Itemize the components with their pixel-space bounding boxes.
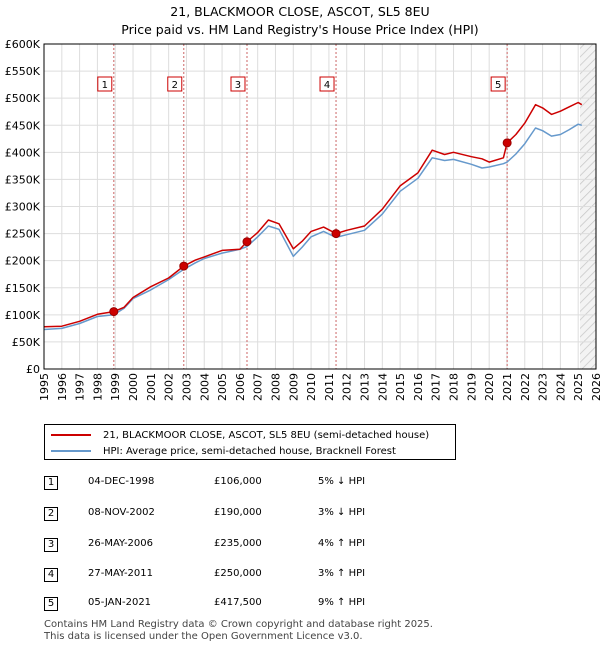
transaction-price: £235,000: [214, 538, 262, 549]
sale-point: [502, 138, 512, 148]
transaction-number-badge: 2: [44, 507, 58, 521]
sale-marker-label: 3: [235, 80, 241, 91]
transaction-number-badge: 5: [44, 597, 58, 611]
legend-swatch-hpi: [51, 450, 91, 452]
y-tick-label: £500K: [5, 92, 41, 105]
x-tick-label: 2011: [323, 373, 336, 401]
y-tick-label: £100K: [5, 309, 41, 322]
transaction-date: 27-MAY-2011: [88, 568, 154, 579]
x-tick-label: 2007: [252, 373, 265, 401]
transaction-price: £417,500: [214, 597, 262, 608]
plot-frame: [43, 43, 597, 370]
y-tick-label: £150K: [5, 282, 41, 295]
x-tick-label: 1999: [109, 373, 122, 401]
x-tick-label: 2023: [537, 373, 550, 401]
license-notice: This data is licensed under the Open Gov…: [44, 631, 363, 642]
x-tick-label: 2019: [465, 373, 478, 401]
sale-point: [242, 237, 252, 247]
x-tick-label: 2001: [145, 373, 158, 401]
legend-swatch-property: [51, 434, 91, 436]
y-tick-label: £0: [26, 363, 40, 376]
x-tick-label: 2016: [412, 373, 425, 401]
transaction-hpi-diff: 3% ↓ HPI: [318, 507, 366, 518]
x-tick-label: 2015: [394, 373, 407, 401]
y-tick-label: £450K: [5, 119, 41, 132]
table-row: 5 05-JAN-2021 £417,500 9% ↑ HPI: [0, 597, 600, 613]
x-tick-label: 2004: [198, 373, 211, 401]
x-tick-label: 2000: [127, 373, 140, 401]
copyright-notice: Contains HM Land Registry data © Crown c…: [44, 619, 433, 630]
x-tick-label: 2010: [305, 373, 318, 401]
y-tick-label: £250K: [5, 228, 41, 241]
transaction-date: 04-DEC-1998: [88, 476, 155, 487]
y-tick-label: £200K: [5, 255, 41, 268]
x-tick-label: 2025: [572, 373, 585, 401]
sale-marker-box: [319, 76, 335, 92]
x-tick-label: 2020: [483, 373, 496, 401]
transaction-date: 05-JAN-2021: [88, 597, 152, 608]
x-tick-label: 2012: [341, 373, 354, 401]
y-tick-label: £400K: [5, 146, 41, 159]
x-tick-label: 2018: [448, 373, 461, 401]
sale-point: [109, 307, 119, 317]
x-tick-label: 2026: [590, 373, 600, 401]
chart-title: 21, BLACKMOOR CLOSE, ASCOT, SL5 8EU: [170, 4, 430, 19]
transaction-hpi-diff: 4% ↑ HPI: [318, 538, 366, 549]
transaction-price: £250,000: [214, 568, 262, 579]
x-tick-label: 2021: [501, 373, 514, 401]
x-tick-label: 2002: [163, 373, 176, 401]
x-tick-label: 2008: [269, 373, 282, 401]
sale-marker-label: 4: [324, 80, 330, 91]
legend-label-property: 21, BLACKMOOR CLOSE, ASCOT, SL5 8EU (sem…: [103, 429, 430, 441]
x-tick-label: 2006: [234, 373, 247, 401]
legend-label-hpi: HPI: Average price, semi-detached house,…: [103, 445, 396, 457]
y-tick-label: £300K: [5, 201, 41, 214]
sale-point: [331, 229, 341, 239]
legend-item-property: 21, BLACKMOOR CLOSE, ASCOT, SL5 8EU (sem…: [51, 428, 429, 442]
sale-marker-label: 1: [102, 80, 108, 91]
transaction-price: £106,000: [214, 476, 262, 487]
x-tick-label: 1996: [56, 373, 69, 401]
x-tick-label: 1998: [91, 373, 104, 401]
sale-marker-label: 5: [495, 80, 501, 91]
x-tick-label: 2003: [180, 373, 193, 401]
sale-point: [179, 261, 189, 271]
x-tick-label: 2005: [216, 373, 229, 401]
transaction-number-badge: 3: [44, 538, 58, 552]
legend: 21, BLACKMOOR CLOSE, ASCOT, SL5 8EU (sem…: [44, 424, 456, 460]
x-tick-label: 2014: [376, 373, 389, 401]
sale-marker-box: [490, 76, 506, 92]
transaction-number-badge: 4: [44, 568, 58, 582]
x-tick-label: 2009: [287, 373, 300, 401]
table-row: 4 27-MAY-2011 £250,000 3% ↑ HPI: [0, 568, 600, 584]
sale-marker-box: [97, 76, 113, 92]
x-tick-label: 1997: [74, 373, 87, 401]
sale-marker-label: 2: [172, 80, 178, 91]
x-tick-label: 2017: [430, 373, 443, 401]
table-row: 1 04-DEC-1998 £106,000 5% ↓ HPI: [0, 476, 600, 492]
y-tick-label: £600K: [5, 38, 41, 51]
transaction-date: 08-NOV-2002: [88, 507, 155, 518]
transaction-hpi-diff: 9% ↑ HPI: [318, 597, 366, 608]
x-tick-label: 2013: [359, 373, 372, 401]
x-tick-label: 2022: [519, 373, 532, 401]
chart-subtitle: Price paid vs. HM Land Registry's House …: [121, 22, 479, 37]
x-tick-label: 1995: [38, 373, 51, 401]
y-tick-label: £350K: [5, 173, 41, 186]
transaction-price: £190,000: [214, 507, 262, 518]
price-chart: £0 £50K £100K £150K £200K £250K £300K £350K £400…: [5, 38, 600, 401]
transaction-hpi-diff: 5% ↓ HPI: [318, 476, 366, 487]
sale-marker-box: [167, 76, 183, 92]
transaction-number-badge: 1: [44, 476, 58, 490]
table-row: 3 26-MAY-2006 £235,000 4% ↑ HPI: [0, 538, 600, 554]
legend-item-hpi: HPI: Average price, semi-detached house,…: [51, 444, 396, 458]
transaction-date: 26-MAY-2006: [88, 538, 154, 549]
x-tick-label: 2024: [554, 373, 567, 401]
y-tick-label: £550K: [5, 65, 41, 78]
transaction-hpi-diff: 3% ↑ HPI: [318, 568, 366, 579]
sale-marker-box: [230, 76, 246, 92]
table-row: 2 08-NOV-2002 £190,000 3% ↓ HPI: [0, 507, 600, 523]
y-tick-label: £50K: [12, 336, 41, 349]
